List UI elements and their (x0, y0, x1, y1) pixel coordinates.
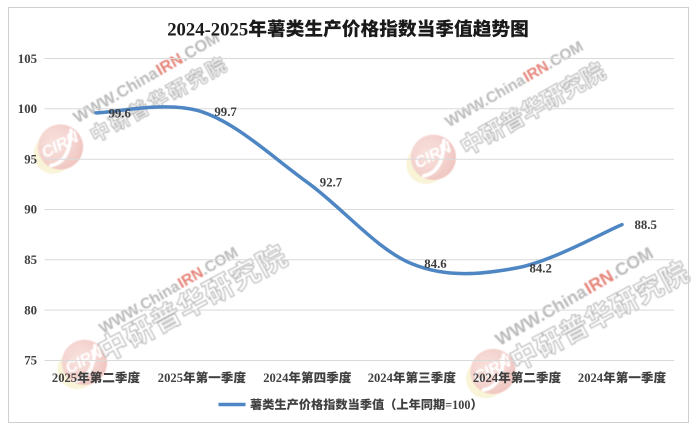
svg-text:100: 100 (18, 102, 37, 116)
svg-text:92.7: 92.7 (320, 176, 343, 190)
svg-text:84.6: 84.6 (424, 257, 447, 271)
svg-text:2024: 2024 (368, 371, 394, 385)
svg-text:2024-2025: 2024-2025 (167, 19, 248, 40)
svg-text:2025: 2025 (52, 371, 77, 385)
svg-text:95: 95 (24, 152, 37, 166)
svg-text:90: 90 (24, 203, 37, 217)
svg-text:105: 105 (18, 52, 37, 66)
svg-text:99.6: 99.6 (109, 106, 132, 120)
svg-text:88.5: 88.5 (635, 218, 657, 232)
svg-text:80: 80 (24, 303, 37, 317)
svg-text:2024: 2024 (263, 371, 289, 385)
svg-text:84.2: 84.2 (530, 261, 552, 275)
svg-text:=100: =100 (445, 398, 470, 412)
svg-text:99.7: 99.7 (214, 105, 237, 119)
svg-text:2024: 2024 (473, 371, 499, 385)
svg-text:75: 75 (24, 354, 37, 368)
svg-text:2025: 2025 (158, 371, 183, 385)
svg-text:2024: 2024 (578, 371, 604, 385)
svg-text:85: 85 (24, 253, 37, 267)
